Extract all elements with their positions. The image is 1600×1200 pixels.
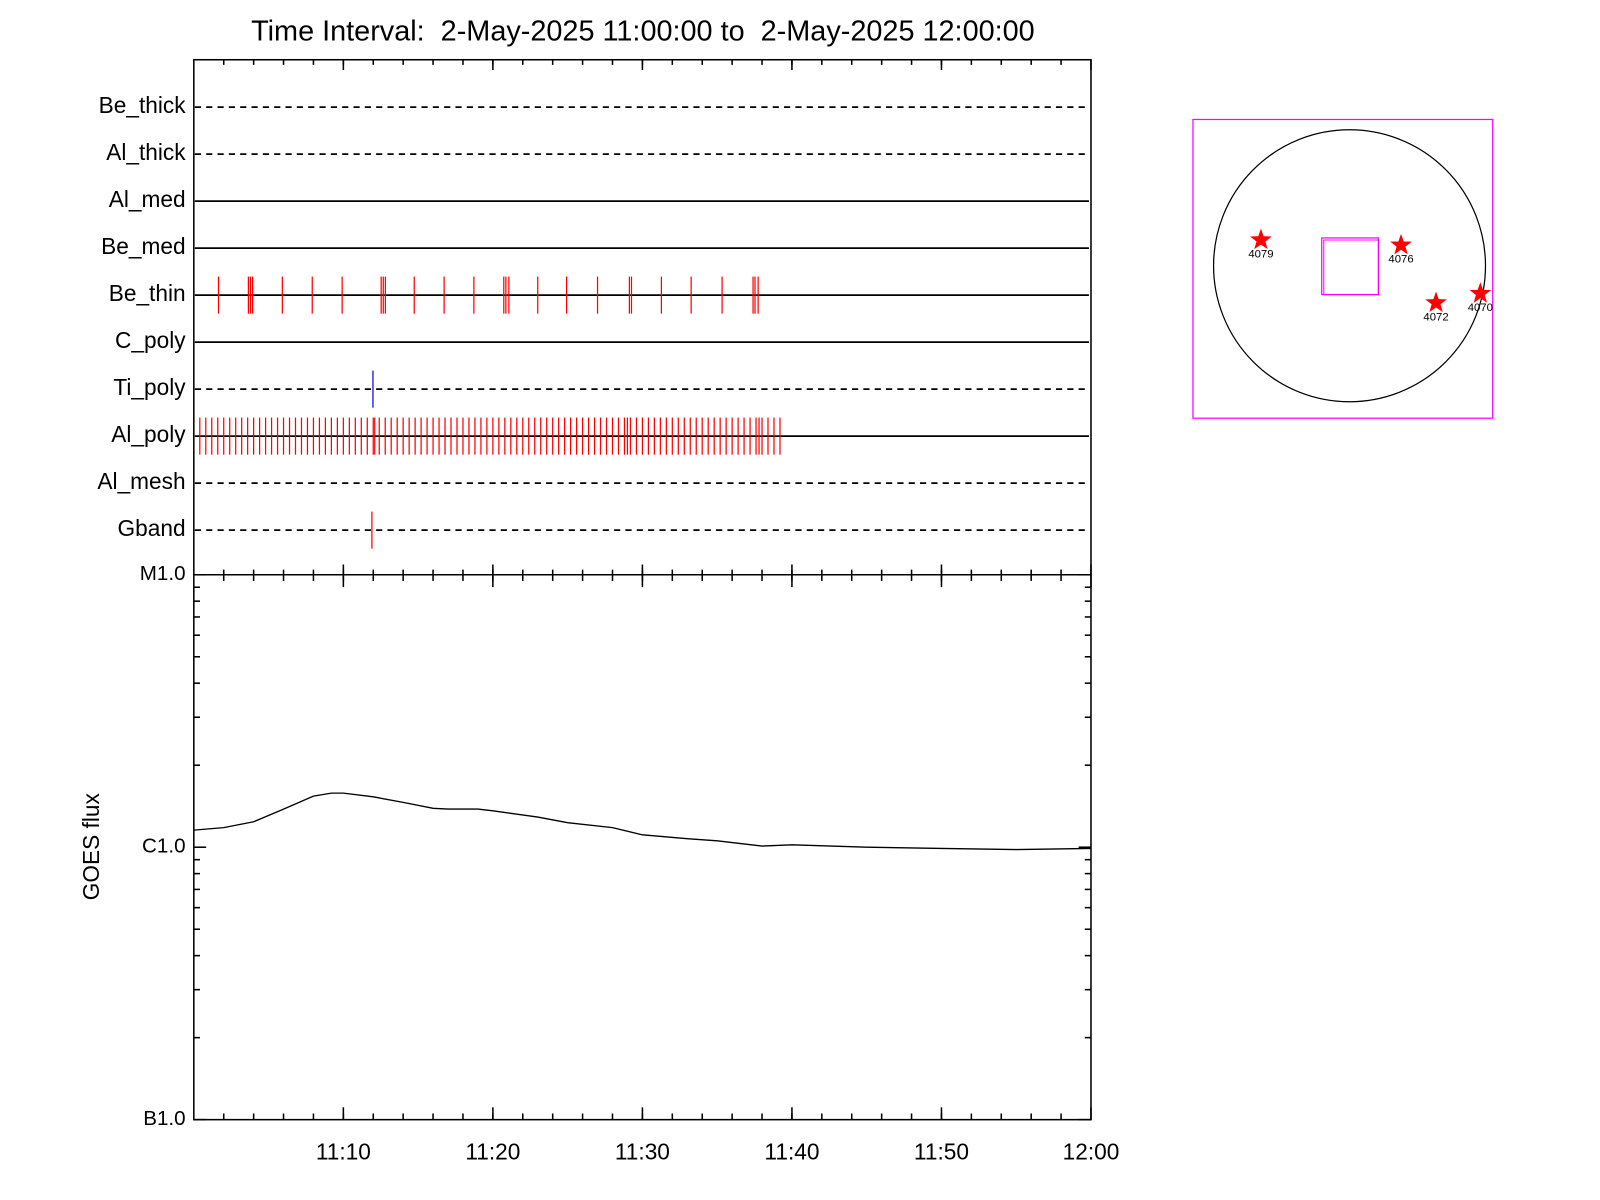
row-label: Al_thick [106, 139, 186, 165]
region-label: 4072 [1423, 311, 1448, 323]
region-label: 4070 [1468, 302, 1493, 314]
map-frame [1192, 118, 1494, 419]
row-label: Be_med [101, 233, 185, 259]
region-marker [1469, 282, 1492, 303]
y-tick-label: C1.0 [142, 835, 186, 858]
region-marker [1390, 233, 1412, 255]
row-label: Ti_poly [113, 374, 186, 400]
chart-title: Time Interval: 2-May-2025 11:00:00 to 2-… [251, 16, 1035, 48]
fov-box [1321, 237, 1379, 296]
row-label: Al_mesh [97, 468, 185, 494]
solar-limb [1212, 129, 1487, 403]
region-label: 4079 [1248, 248, 1273, 260]
x-tick-label: 11:40 [764, 1139, 819, 1165]
row-label: Al_med [109, 186, 186, 212]
x-tick-label: 11:30 [615, 1139, 670, 1165]
y-axis-label: GOES flux [78, 793, 104, 901]
row-label: Gband [118, 515, 186, 541]
row-label: C_poly [115, 327, 186, 353]
region-label: 4076 [1388, 254, 1413, 266]
region-marker [1425, 291, 1447, 312]
x-tick-label: 11:10 [316, 1139, 371, 1165]
x-tick-label: 11:20 [465, 1139, 520, 1165]
plot-frame [193, 58, 1092, 1121]
y-tick-label: B1.0 [143, 1107, 185, 1130]
fov-box [1323, 239, 1379, 296]
row-label: Be_thin [109, 280, 186, 306]
flux-line [193, 792, 1091, 851]
x-tick-label: 11:50 [914, 1139, 969, 1165]
row-label: Al_poly [111, 421, 186, 447]
region-marker [1250, 228, 1272, 250]
row-label: Be_thick [99, 92, 187, 118]
y-tick-label: M1.0 [140, 562, 186, 585]
x-tick-label: 12:00 [1063, 1139, 1120, 1165]
